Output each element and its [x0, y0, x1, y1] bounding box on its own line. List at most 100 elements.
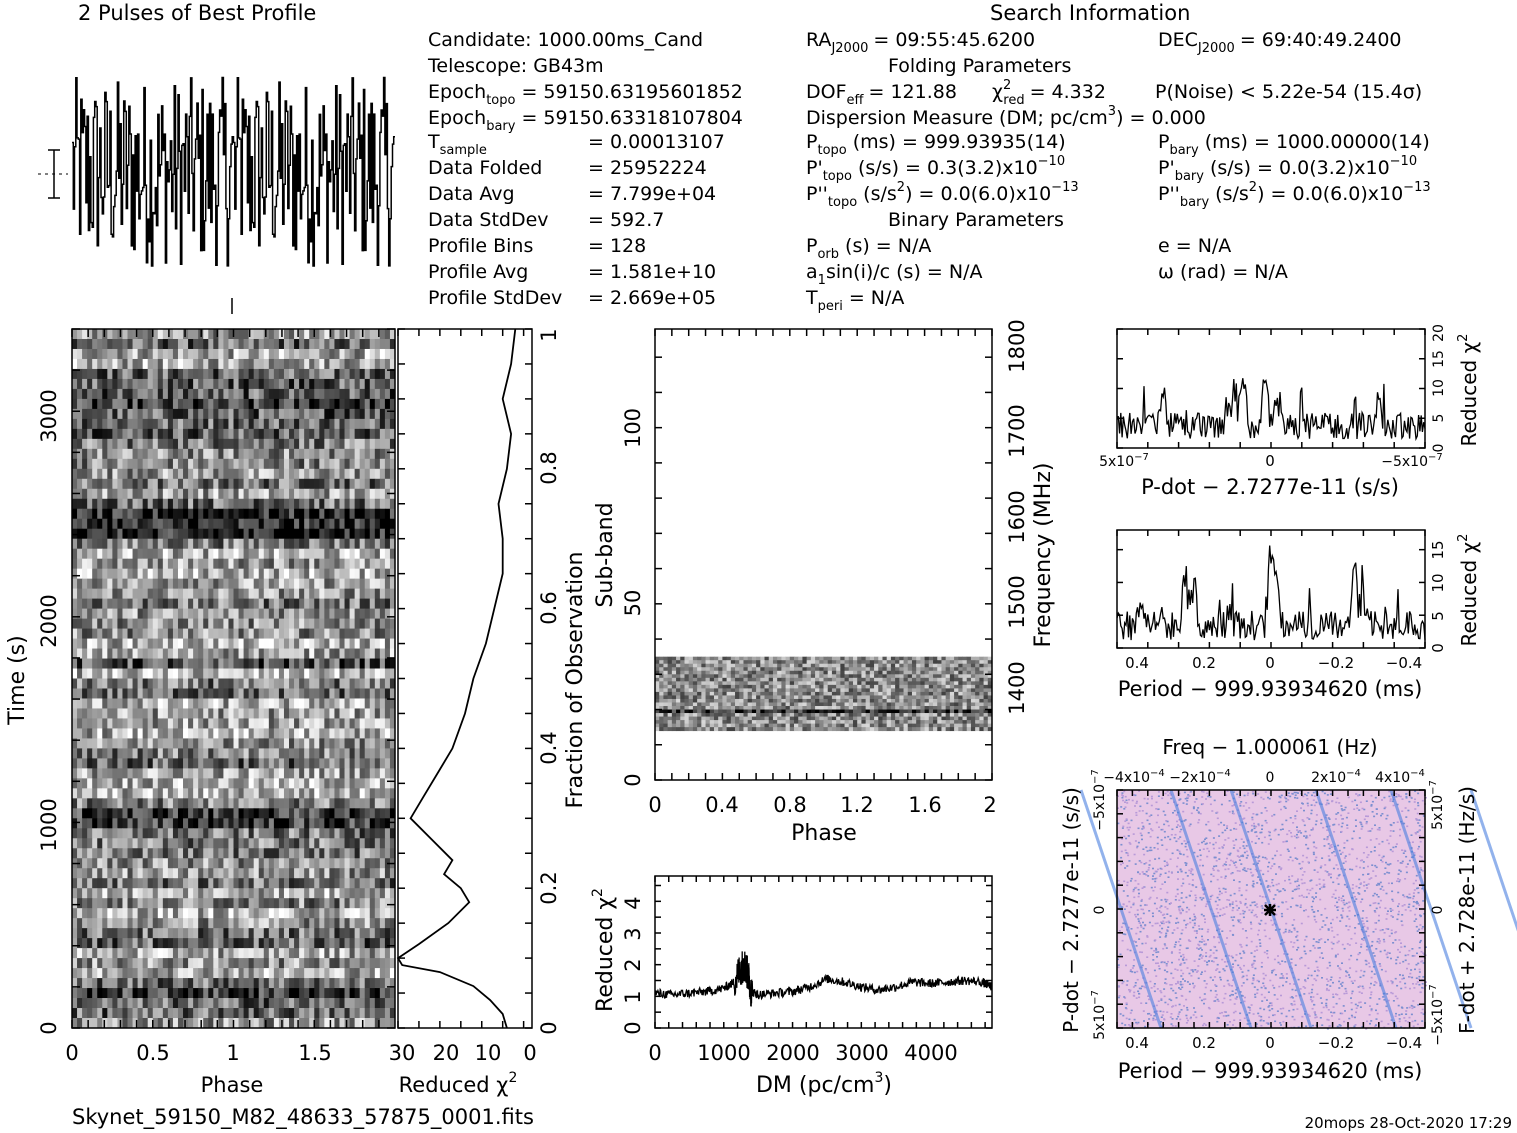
heat-cell	[324, 668, 330, 679]
heat-cell	[379, 378, 386, 390]
heat-cell	[299, 518, 305, 530]
heat-cell	[389, 768, 396, 779]
heat-cell	[193, 868, 199, 879]
heat-cell	[172, 908, 179, 919]
heat-cell	[238, 698, 244, 709]
heat-cell	[238, 938, 244, 949]
heat-cell	[172, 768, 179, 779]
heat-cell	[152, 528, 159, 540]
heat-cell	[107, 998, 113, 1009]
heat-cell	[77, 478, 83, 490]
heat-cell	[157, 688, 164, 699]
heat-cell	[289, 678, 295, 689]
heat-cell	[354, 878, 361, 889]
heat-cell	[127, 588, 133, 600]
heat-cell	[374, 778, 381, 789]
heat-cell	[92, 608, 98, 619]
heat-cell	[289, 428, 295, 440]
heat-cell	[899, 656, 904, 661]
heat-cell	[304, 858, 310, 869]
heat-cell	[304, 938, 310, 949]
heat-cell	[72, 898, 78, 909]
heat-cell	[188, 878, 194, 889]
heat-cell	[379, 418, 386, 430]
heat-cell	[299, 398, 305, 410]
heat-cell	[263, 718, 270, 729]
heat-cell	[314, 918, 320, 929]
heat-cell	[248, 358, 255, 370]
heat-cell	[238, 1008, 244, 1019]
heat-cell	[278, 998, 285, 1009]
heat-cell	[253, 398, 260, 410]
heat-cell	[289, 518, 295, 530]
heat-cell	[278, 498, 285, 510]
heat-cell	[117, 338, 123, 350]
heat-cell	[344, 468, 350, 480]
heat-cell	[339, 408, 345, 420]
heat-cell	[82, 598, 88, 609]
heat-cell	[107, 948, 113, 959]
heat-cell	[157, 618, 164, 629]
heat-cell	[152, 808, 159, 819]
heat-cell	[213, 758, 219, 769]
heat-cell	[127, 998, 133, 1009]
heat-cell	[304, 848, 310, 859]
heat-cell	[359, 528, 366, 540]
heat-cell	[349, 468, 356, 480]
heat-cell	[369, 428, 376, 440]
heat-cell	[157, 718, 164, 729]
heat-cell	[364, 398, 371, 410]
heat-cell	[344, 458, 350, 470]
heat-cell	[294, 958, 300, 969]
heat-cell	[304, 738, 310, 749]
heat-cell	[152, 908, 159, 919]
heat-cell	[243, 978, 250, 989]
heat-cell	[369, 908, 376, 919]
heat-cell	[294, 848, 300, 859]
heat-cell	[359, 378, 366, 390]
heat-cell	[87, 508, 93, 520]
heat-cell	[177, 578, 184, 590]
heat-cell	[294, 728, 300, 739]
heat-cell	[188, 458, 194, 470]
heat-cell	[188, 468, 194, 480]
heat-cell	[208, 448, 214, 460]
heat-cell	[188, 708, 194, 719]
heat-cell	[117, 538, 123, 550]
heat-cell	[278, 868, 285, 879]
heat-cell	[304, 688, 310, 699]
heat-cell	[213, 558, 219, 570]
heat-cell	[263, 858, 270, 869]
heat-cell	[177, 488, 184, 500]
heat-cell	[319, 688, 325, 699]
heat-cell	[167, 628, 174, 639]
heat-cell	[203, 668, 209, 679]
heat-cell	[369, 918, 376, 929]
heat-cell	[389, 848, 396, 859]
heat-cell	[102, 888, 108, 899]
heat-cell	[319, 1018, 325, 1029]
heat-cell	[248, 568, 255, 580]
heat-cell	[223, 978, 229, 989]
heat-cell	[238, 918, 244, 929]
heat-cell	[289, 688, 295, 699]
heat-cell	[319, 768, 325, 779]
heat-cell	[344, 938, 350, 949]
heat-cell	[283, 688, 290, 699]
heat-cell	[334, 748, 340, 759]
heat-cell	[132, 748, 139, 759]
heat-cell	[208, 958, 214, 969]
heat-cell	[364, 998, 371, 1009]
heat-cell	[309, 658, 315, 669]
heat-cell	[975, 660, 980, 665]
heat-cell	[142, 668, 149, 679]
heat-cell	[117, 938, 123, 949]
heat-cell	[228, 948, 234, 959]
heat-cell	[117, 368, 123, 380]
heat-cell	[268, 398, 275, 410]
heat-cell	[379, 678, 386, 689]
heat-cell	[344, 358, 350, 370]
heat-cell	[238, 648, 244, 659]
heat-cell	[289, 378, 295, 390]
heat-cell	[364, 378, 371, 390]
